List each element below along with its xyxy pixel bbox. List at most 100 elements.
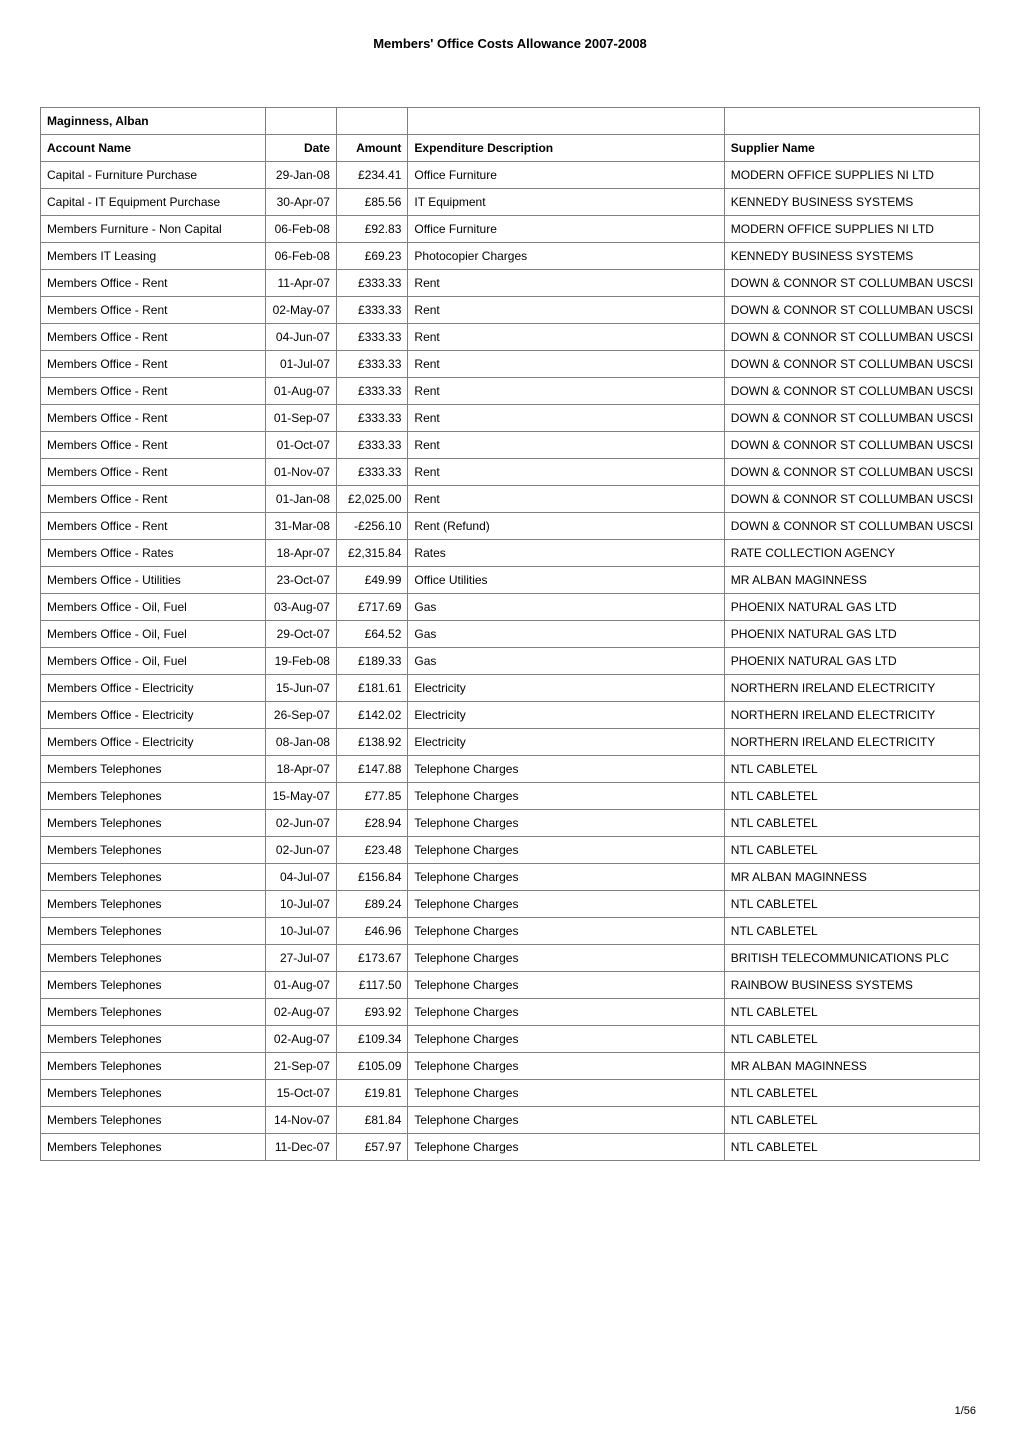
cell-date: 01-Sep-07 xyxy=(265,405,336,432)
cell-date: 01-Jul-07 xyxy=(265,351,336,378)
cell-account-name: Members Telephones xyxy=(41,756,266,783)
table-row: Members Telephones02-Jun-07£28.94Telepho… xyxy=(41,810,980,837)
cell-account-name: Members Office - Rent xyxy=(41,459,266,486)
cell-description: Rates xyxy=(408,540,724,567)
expenditure-table: Maginness, Alban Account Name Date Amoun… xyxy=(40,107,980,1161)
cell-amount: £69.23 xyxy=(336,243,407,270)
column-headers-row: Account Name Date Amount Expenditure Des… xyxy=(41,135,980,162)
empty-header-cell xyxy=(336,108,407,135)
cell-description: Electricity xyxy=(408,729,724,756)
cell-supplier-name: NORTHERN IRELAND ELECTRICITY xyxy=(724,675,979,702)
cell-account-name: Members Office - Rent xyxy=(41,486,266,513)
cell-date: 18-Apr-07 xyxy=(265,756,336,783)
cell-description: Rent xyxy=(408,378,724,405)
header-amount: Amount xyxy=(336,135,407,162)
cell-description: Rent xyxy=(408,486,724,513)
cell-date: 01-Nov-07 xyxy=(265,459,336,486)
cell-account-name: Members Telephones xyxy=(41,945,266,972)
cell-description: Rent xyxy=(408,270,724,297)
table-row: Members Telephones02-Aug-07£109.34Teleph… xyxy=(41,1026,980,1053)
table-body: Capital - Furniture Purchase29-Jan-08£23… xyxy=(41,162,980,1161)
table-row: Members Furniture - Non Capital06-Feb-08… xyxy=(41,216,980,243)
cell-account-name: Members Telephones xyxy=(41,1080,266,1107)
cell-description: Office Furniture xyxy=(408,216,724,243)
table-row: Members Telephones18-Apr-07£147.88Teleph… xyxy=(41,756,980,783)
cell-supplier-name: DOWN & CONNOR ST COLLUMBAN USCSI xyxy=(724,297,979,324)
cell-account-name: Capital - Furniture Purchase xyxy=(41,162,266,189)
cell-description: Telephone Charges xyxy=(408,945,724,972)
table-row: Members Telephones01-Aug-07£117.50Teleph… xyxy=(41,972,980,999)
table-row: Members Office - Rent04-Jun-07£333.33Ren… xyxy=(41,324,980,351)
cell-account-name: Members Office - Electricity xyxy=(41,675,266,702)
empty-header-cell xyxy=(408,108,724,135)
table-row: Members Office - Electricity26-Sep-07£14… xyxy=(41,702,980,729)
cell-account-name: Members Telephones xyxy=(41,783,266,810)
table-row: Members Office - Oil, Fuel19-Feb-08£189.… xyxy=(41,648,980,675)
cell-account-name: Members Office - Rent xyxy=(41,513,266,540)
cell-amount: £2,025.00 xyxy=(336,486,407,513)
cell-supplier-name: PHOENIX NATURAL GAS LTD xyxy=(724,594,979,621)
empty-header-cell xyxy=(265,108,336,135)
cell-description: Telephone Charges xyxy=(408,1134,724,1161)
cell-supplier-name: DOWN & CONNOR ST COLLUMBAN USCSI xyxy=(724,351,979,378)
cell-amount: £173.67 xyxy=(336,945,407,972)
table-row: Members Telephones10-Jul-07£89.24Telepho… xyxy=(41,891,980,918)
cell-amount: £92.83 xyxy=(336,216,407,243)
table-row: Members Telephones02-Aug-07£93.92Telepho… xyxy=(41,999,980,1026)
cell-supplier-name: MR ALBAN MAGINNESS xyxy=(724,864,979,891)
cell-supplier-name: NTL CABLETEL xyxy=(724,918,979,945)
cell-description: Office Utilities xyxy=(408,567,724,594)
table-row: Members Office - Electricity15-Jun-07£18… xyxy=(41,675,980,702)
cell-description: Telephone Charges xyxy=(408,837,724,864)
cell-amount: £109.34 xyxy=(336,1026,407,1053)
cell-account-name: Members Office - Utilities xyxy=(41,567,266,594)
cell-date: 01-Jan-08 xyxy=(265,486,336,513)
cell-description: Telephone Charges xyxy=(408,783,724,810)
document-page: Members' Office Costs Allowance 2007-200… xyxy=(0,0,1020,1443)
cell-account-name: Members Telephones xyxy=(41,864,266,891)
cell-description: Rent xyxy=(408,351,724,378)
cell-description: Rent xyxy=(408,432,724,459)
cell-date: 02-Jun-07 xyxy=(265,837,336,864)
cell-supplier-name: MR ALBAN MAGINNESS xyxy=(724,1053,979,1080)
cell-description: Office Furniture xyxy=(408,162,724,189)
table-row: Capital - IT Equipment Purchase30-Apr-07… xyxy=(41,189,980,216)
cell-date: 11-Dec-07 xyxy=(265,1134,336,1161)
cell-account-name: Members Office - Rent xyxy=(41,405,266,432)
cell-description: Telephone Charges xyxy=(408,918,724,945)
cell-description: Rent (Refund) xyxy=(408,513,724,540)
cell-amount: £89.24 xyxy=(336,891,407,918)
cell-date: 02-Aug-07 xyxy=(265,1026,336,1053)
cell-supplier-name: MODERN OFFICE SUPPLIES NI LTD xyxy=(724,216,979,243)
cell-supplier-name: PHOENIX NATURAL GAS LTD xyxy=(724,648,979,675)
header-supplier-name: Supplier Name xyxy=(724,135,979,162)
cell-account-name: Members IT Leasing xyxy=(41,243,266,270)
table-row: Members Office - Utilities23-Oct-07£49.9… xyxy=(41,567,980,594)
table-row: Members Telephones15-Oct-07£19.81Telepho… xyxy=(41,1080,980,1107)
cell-amount: £85.56 xyxy=(336,189,407,216)
cell-account-name: Members Telephones xyxy=(41,1107,266,1134)
cell-date: 01-Oct-07 xyxy=(265,432,336,459)
member-name-row: Maginness, Alban xyxy=(41,108,980,135)
table-row: Members Office - Rent01-Jan-08£2,025.00R… xyxy=(41,486,980,513)
cell-date: 29-Jan-08 xyxy=(265,162,336,189)
cell-date: 06-Feb-08 xyxy=(265,243,336,270)
table-row: Members Office - Rent01-Sep-07£333.33Ren… xyxy=(41,405,980,432)
cell-date: 14-Nov-07 xyxy=(265,1107,336,1134)
cell-date: 23-Oct-07 xyxy=(265,567,336,594)
cell-amount: £46.96 xyxy=(336,918,407,945)
cell-supplier-name: NTL CABLETEL xyxy=(724,999,979,1026)
cell-description: IT Equipment xyxy=(408,189,724,216)
cell-account-name: Members Telephones xyxy=(41,1026,266,1053)
cell-account-name: Members Telephones xyxy=(41,1134,266,1161)
cell-date: 10-Jul-07 xyxy=(265,918,336,945)
cell-supplier-name: KENNEDY BUSINESS SYSTEMS xyxy=(724,189,979,216)
cell-supplier-name: NORTHERN IRELAND ELECTRICITY xyxy=(724,729,979,756)
cell-description: Electricity xyxy=(408,675,724,702)
cell-supplier-name: DOWN & CONNOR ST COLLUMBAN USCSI xyxy=(724,432,979,459)
table-row: Members Telephones04-Jul-07£156.84Teleph… xyxy=(41,864,980,891)
cell-date: 31-Mar-08 xyxy=(265,513,336,540)
cell-amount: £333.33 xyxy=(336,405,407,432)
cell-supplier-name: NORTHERN IRELAND ELECTRICITY xyxy=(724,702,979,729)
table-row: Members Telephones15-May-07£77.85Telepho… xyxy=(41,783,980,810)
